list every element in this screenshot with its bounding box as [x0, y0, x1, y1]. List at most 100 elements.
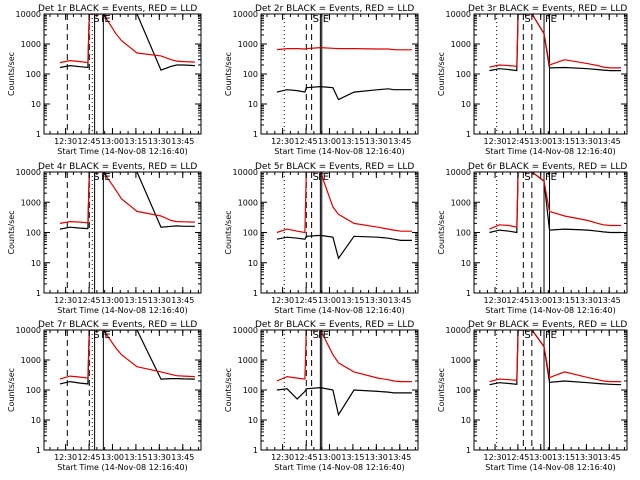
y-axis-label: Counts/sec	[7, 52, 16, 96]
xtick-label: 13:00	[101, 137, 124, 146]
series-line-events	[59, 172, 195, 230]
ytick-label: 1	[466, 130, 471, 139]
series-line-events	[489, 172, 622, 234]
y-axis-label: Counts/sec	[224, 210, 233, 254]
series-line-events	[276, 85, 412, 101]
ytick-label: 1000	[21, 198, 41, 207]
xtick-label: 13:45	[598, 453, 621, 462]
marker-letter-f: F	[318, 330, 324, 341]
marker-letter-s: S	[524, 172, 530, 183]
xtick-label: 13:30	[575, 296, 598, 305]
x-axis-label: Start Time (14-Nov-08 12:16:40)	[57, 147, 187, 156]
xtick-label: 12:45	[295, 137, 318, 146]
xtick-label: 13:30	[148, 453, 171, 462]
marker-letter-f: F	[101, 172, 107, 183]
ytick-label: 10000	[446, 10, 471, 19]
y-axis-label: Counts/sec	[437, 210, 446, 254]
ytick-label: 10	[248, 416, 258, 425]
ytick-label: 1000	[451, 356, 471, 365]
series-line-lld	[59, 14, 195, 64]
xtick-label: 12:45	[78, 296, 101, 305]
ytick-label: 10	[461, 259, 471, 268]
series-line-lld	[489, 330, 622, 383]
xtick-label: 12:30	[54, 296, 77, 305]
plot-area	[276, 172, 412, 293]
xtick-label: 12:30	[484, 453, 507, 462]
plot-area	[59, 14, 195, 134]
ytick-label: 1	[36, 446, 41, 455]
x-axis-label: Start Time (14-Nov-08 12:16:40)	[57, 463, 187, 472]
xtick-label: 13:45	[598, 137, 621, 146]
series-line-lld	[276, 46, 412, 51]
marker-letter-e: E	[551, 14, 557, 25]
marker-letter-e: E	[323, 172, 329, 183]
xtick-label: 13:30	[365, 296, 388, 305]
ytick-label: 10000	[233, 10, 258, 19]
series-line-lld	[59, 172, 195, 224]
y-axis-label: Counts/sec	[7, 368, 16, 412]
ytick-label: 1	[253, 289, 258, 298]
series-line-lld	[489, 14, 622, 69]
ytick-label: 100	[243, 229, 258, 238]
y-axis-label: Counts/sec	[437, 52, 446, 96]
xtick-label: 13:00	[318, 296, 341, 305]
marker-letter-e: E	[551, 330, 557, 341]
ytick-label: 10	[248, 100, 258, 109]
marker-letter-e: E	[104, 14, 110, 25]
ytick-label: 100	[26, 386, 41, 395]
xtick-label: 12:30	[271, 296, 294, 305]
ytick-label: 10000	[446, 168, 471, 177]
marker-letter-e: E	[551, 172, 557, 183]
xtick-label: 13:45	[388, 137, 411, 146]
x-axis-label: Start Time (14-Nov-08 12:16:40)	[274, 147, 404, 156]
plot-area	[276, 14, 412, 134]
xtick-label: 12:45	[295, 453, 318, 462]
xtick-label: 13:15	[552, 453, 575, 462]
series-line-lld	[276, 330, 412, 383]
ytick-label: 1	[466, 289, 471, 298]
xtick-label: 13:15	[124, 296, 147, 305]
xtick-label: 13:00	[529, 453, 552, 462]
xtick-label: 12:45	[506, 296, 529, 305]
series-line-events	[276, 234, 412, 260]
plot-area	[489, 330, 622, 450]
ytick-label: 10	[461, 416, 471, 425]
panel-title: Det 1r BLACK = Events, RED = LLD	[38, 4, 197, 14]
panel-title: Det 6r BLACK = Events, RED = LLD	[468, 162, 627, 172]
marker-letter-f: F	[545, 330, 551, 341]
ytick-label: 100	[26, 229, 41, 238]
x-axis-label: Start Time (14-Nov-08 12:16:40)	[485, 147, 615, 156]
panel-title: Det 2r BLACK = Events, RED = LLD	[255, 4, 414, 14]
ytick-label: 10	[248, 259, 258, 268]
xtick-label: 12:45	[295, 296, 318, 305]
ytick-label: 1000	[21, 356, 41, 365]
ytick-label: 100	[456, 70, 471, 79]
ytick-label: 10000	[16, 10, 41, 19]
xtick-label: 13:15	[341, 453, 364, 462]
xtick-label: 12:45	[506, 137, 529, 146]
xtick-label: 13:15	[341, 137, 364, 146]
ytick-label: 100	[243, 70, 258, 79]
xtick-label: 13:45	[598, 296, 621, 305]
xtick-label: 13:15	[124, 137, 147, 146]
ytick-label: 10000	[446, 326, 471, 335]
xtick-label: 13:00	[529, 296, 552, 305]
panel-title: Det 8r BLACK = Events, RED = LLD	[255, 320, 414, 330]
x-axis-label: Start Time (14-Nov-08 12:16:40)	[485, 463, 615, 472]
marker-letter-s: S	[524, 14, 530, 25]
panel-title: Det 7r BLACK = Events, RED = LLD	[38, 320, 197, 330]
xtick-label: 13:00	[318, 137, 341, 146]
xtick-label: 13:30	[365, 137, 388, 146]
xtick-label: 13:15	[552, 137, 575, 146]
marker-letter-f: F	[101, 330, 107, 341]
xtick-label: 13:30	[575, 137, 598, 146]
ytick-label: 100	[243, 386, 258, 395]
marker-letter-s: S	[93, 172, 99, 183]
y-axis-label: Counts/sec	[437, 368, 446, 412]
